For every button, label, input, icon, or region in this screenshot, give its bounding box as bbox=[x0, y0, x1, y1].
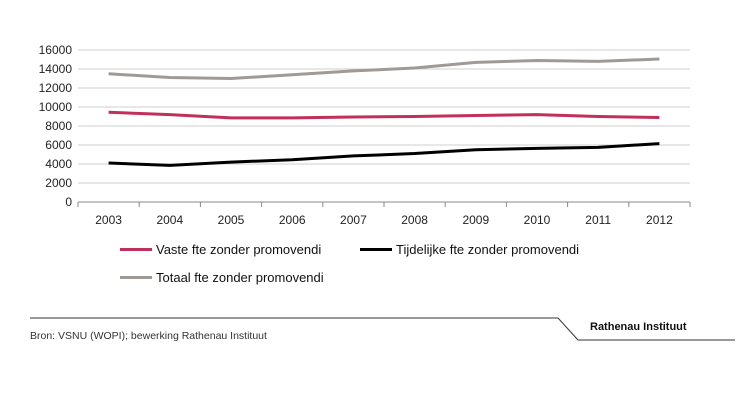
legend-swatch-tijdelijke bbox=[360, 248, 392, 251]
brand-label: Rathenau Instituut bbox=[590, 321, 687, 333]
x-tick-label: 2004 bbox=[156, 213, 183, 227]
series-line-1 bbox=[108, 142, 660, 167]
x-tick-label: 2009 bbox=[462, 213, 489, 227]
y-tick-label: 12000 bbox=[39, 81, 73, 95]
x-tick-label: 2011 bbox=[585, 213, 611, 227]
line-chart: 0 2000 4000 6000 8000 10000 12000 14000 16000 200… bbox=[39, 43, 691, 227]
y-tick-label: 4000 bbox=[45, 157, 72, 171]
x-tick-label: 2006 bbox=[279, 213, 306, 227]
legend-label-totaal: Totaal fte zonder promovendi bbox=[156, 270, 324, 285]
y-tick-label: 0 bbox=[65, 195, 72, 209]
y-tick-label: 8000 bbox=[45, 119, 72, 133]
x-tick-label: 2010 bbox=[524, 213, 551, 227]
x-tick-label: 2007 bbox=[340, 213, 367, 227]
legend-item-vaste: Vaste fte zonder promovendi bbox=[120, 242, 321, 257]
source-note: Bron: VSNU (WOPI); bewerking Rathenau In… bbox=[30, 330, 267, 342]
x-tick-label: 2012 bbox=[646, 213, 673, 227]
y-tick-label: 6000 bbox=[45, 138, 72, 152]
x-tick-label: 2008 bbox=[401, 213, 428, 227]
legend-swatch-totaal bbox=[120, 276, 152, 279]
y-tick-label: 14000 bbox=[39, 62, 73, 76]
legend-item-totaal: Totaal fte zonder promovendi bbox=[120, 270, 324, 285]
legend-item-tijdelijke: Tijdelijke fte zonder promovendi bbox=[360, 242, 579, 257]
x-tick-label: 2003 bbox=[95, 213, 122, 227]
series-line-2 bbox=[108, 57, 660, 80]
legend-swatch-vaste bbox=[120, 248, 152, 251]
legend-label-vaste: Vaste fte zonder promovendi bbox=[156, 242, 322, 257]
x-tick-label: 2005 bbox=[218, 213, 245, 227]
y-tick-label: 2000 bbox=[45, 176, 72, 190]
y-tick-label: 10000 bbox=[39, 100, 73, 114]
legend-label-tijdelijke: Tijdelijke fte zonder promovendi bbox=[396, 242, 580, 257]
series-line-0 bbox=[108, 110, 660, 120]
y-tick-label: 16000 bbox=[39, 43, 73, 57]
